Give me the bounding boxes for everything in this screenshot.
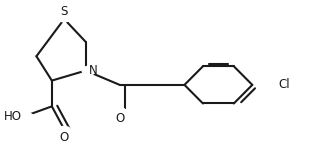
Text: S: S <box>60 5 68 18</box>
Ellipse shape <box>266 81 290 89</box>
Ellipse shape <box>10 112 33 121</box>
Text: O: O <box>60 131 69 144</box>
Text: N: N <box>89 64 98 77</box>
Ellipse shape <box>113 108 126 116</box>
Ellipse shape <box>57 13 71 22</box>
Text: O: O <box>115 112 124 125</box>
Text: Cl: Cl <box>278 78 290 91</box>
Ellipse shape <box>57 126 71 135</box>
Ellipse shape <box>82 66 96 75</box>
Text: HO: HO <box>4 110 22 123</box>
